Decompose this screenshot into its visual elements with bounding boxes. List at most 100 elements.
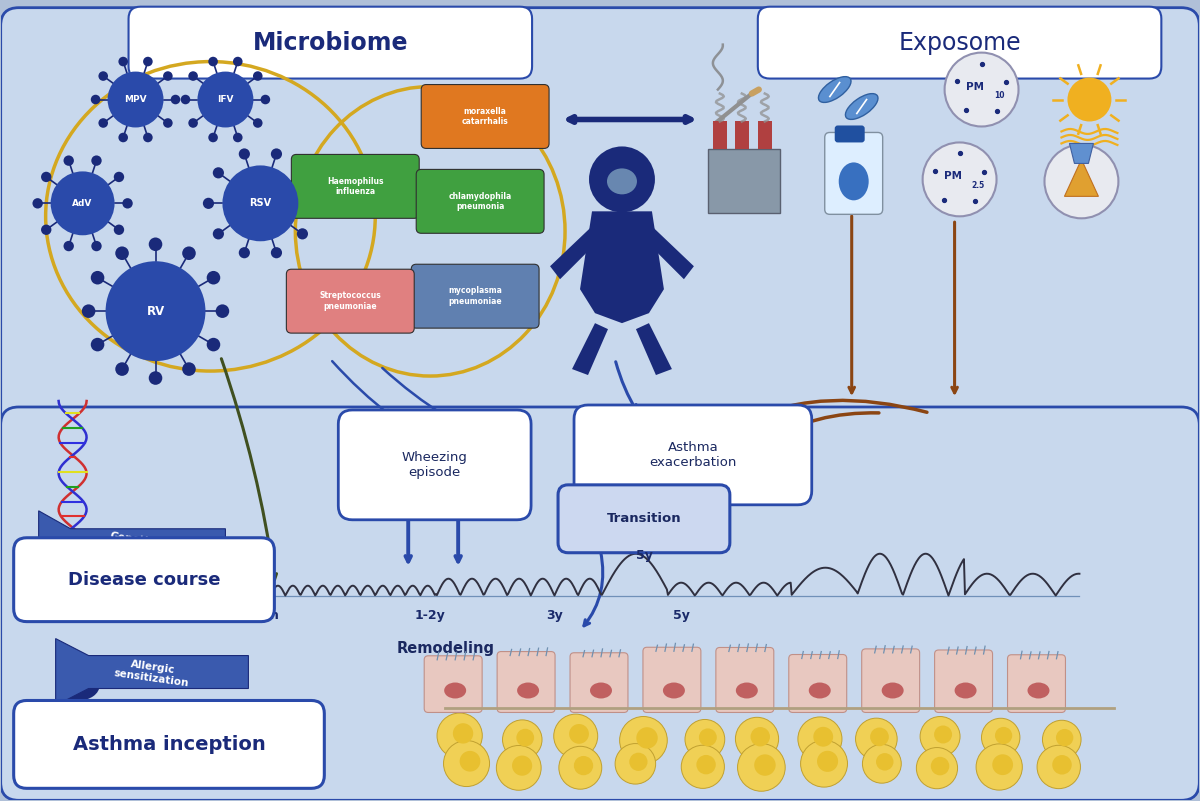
Circle shape — [64, 155, 74, 166]
Circle shape — [589, 147, 655, 212]
Circle shape — [222, 166, 299, 241]
Circle shape — [212, 228, 224, 239]
Text: Asthma inception: Asthma inception — [73, 735, 265, 754]
Circle shape — [1044, 144, 1118, 219]
Text: RSV: RSV — [250, 199, 271, 208]
Text: RV: RV — [146, 304, 164, 318]
FancyBboxPatch shape — [292, 155, 419, 219]
Circle shape — [98, 71, 108, 81]
Circle shape — [870, 727, 889, 747]
Circle shape — [1068, 78, 1111, 122]
Circle shape — [452, 723, 473, 743]
Circle shape — [115, 247, 128, 260]
FancyBboxPatch shape — [835, 126, 865, 143]
FancyBboxPatch shape — [497, 651, 556, 712]
Text: 2.5: 2.5 — [972, 181, 985, 190]
Circle shape — [122, 198, 133, 208]
Circle shape — [696, 755, 715, 775]
FancyBboxPatch shape — [1, 8, 1199, 431]
FancyBboxPatch shape — [13, 701, 324, 788]
Polygon shape — [572, 323, 608, 375]
Circle shape — [188, 119, 198, 128]
Circle shape — [574, 756, 593, 775]
Circle shape — [1043, 720, 1081, 759]
Circle shape — [260, 95, 270, 104]
FancyBboxPatch shape — [425, 656, 482, 712]
Polygon shape — [1069, 143, 1093, 163]
Ellipse shape — [818, 77, 851, 103]
Circle shape — [170, 95, 180, 104]
Circle shape — [271, 148, 282, 159]
Circle shape — [32, 198, 43, 208]
Circle shape — [307, 198, 318, 209]
Circle shape — [143, 133, 152, 143]
Text: PM: PM — [966, 82, 984, 91]
Circle shape — [209, 133, 218, 143]
Circle shape — [685, 719, 725, 759]
Circle shape — [181, 95, 191, 104]
Circle shape — [876, 753, 894, 771]
FancyBboxPatch shape — [935, 650, 992, 712]
Ellipse shape — [444, 682, 466, 698]
Circle shape — [920, 717, 960, 756]
Circle shape — [516, 729, 534, 747]
Circle shape — [91, 155, 102, 166]
Circle shape — [203, 198, 214, 209]
Polygon shape — [644, 227, 694, 280]
Text: birth: birth — [246, 609, 280, 622]
Circle shape — [619, 717, 667, 764]
Circle shape — [512, 755, 532, 775]
Circle shape — [182, 362, 196, 376]
Text: Streptococcus
pneumoniae: Streptococcus pneumoniae — [319, 292, 382, 311]
Text: IFV: IFV — [217, 95, 234, 104]
Circle shape — [50, 171, 114, 235]
Ellipse shape — [954, 682, 977, 698]
Circle shape — [206, 338, 221, 352]
Text: 3y: 3y — [547, 609, 564, 622]
Circle shape — [503, 720, 542, 759]
FancyBboxPatch shape — [643, 647, 701, 712]
Circle shape — [917, 747, 958, 789]
Circle shape — [814, 727, 833, 747]
Circle shape — [114, 171, 124, 182]
Circle shape — [636, 727, 658, 749]
FancyBboxPatch shape — [716, 647, 774, 712]
FancyBboxPatch shape — [788, 654, 847, 712]
Circle shape — [91, 271, 104, 284]
Circle shape — [82, 304, 95, 318]
FancyBboxPatch shape — [574, 405, 811, 505]
Circle shape — [253, 119, 263, 128]
FancyBboxPatch shape — [824, 132, 883, 215]
Text: Allergic
sensitization: Allergic sensitization — [114, 657, 192, 689]
Circle shape — [119, 133, 128, 143]
Circle shape — [616, 743, 655, 784]
Text: Transition: Transition — [607, 513, 682, 525]
Text: 5y: 5y — [636, 549, 653, 562]
Circle shape — [296, 228, 308, 239]
Text: moraxella
catarrhalis: moraxella catarrhalis — [462, 107, 509, 127]
Circle shape — [755, 755, 775, 776]
Text: Wheezing
episode: Wheezing episode — [402, 451, 468, 479]
Circle shape — [559, 747, 601, 789]
Text: chlamydophila
pneumonia: chlamydophila pneumonia — [449, 191, 511, 211]
Circle shape — [460, 751, 480, 771]
Circle shape — [856, 718, 898, 759]
Circle shape — [736, 718, 779, 760]
Polygon shape — [55, 638, 248, 706]
Circle shape — [992, 755, 1013, 775]
FancyBboxPatch shape — [338, 410, 532, 520]
FancyBboxPatch shape — [862, 649, 919, 712]
Circle shape — [497, 746, 541, 791]
Circle shape — [188, 71, 198, 81]
Ellipse shape — [846, 94, 878, 119]
Text: Microbiome: Microbiome — [252, 30, 408, 54]
Text: Disease course: Disease course — [67, 570, 221, 589]
Circle shape — [163, 71, 173, 81]
Text: 5y: 5y — [673, 609, 690, 622]
Circle shape — [91, 241, 102, 252]
Circle shape — [212, 167, 224, 179]
Text: Remodeling: Remodeling — [396, 641, 494, 656]
Circle shape — [553, 714, 598, 758]
Circle shape — [682, 745, 725, 788]
Circle shape — [931, 757, 949, 775]
